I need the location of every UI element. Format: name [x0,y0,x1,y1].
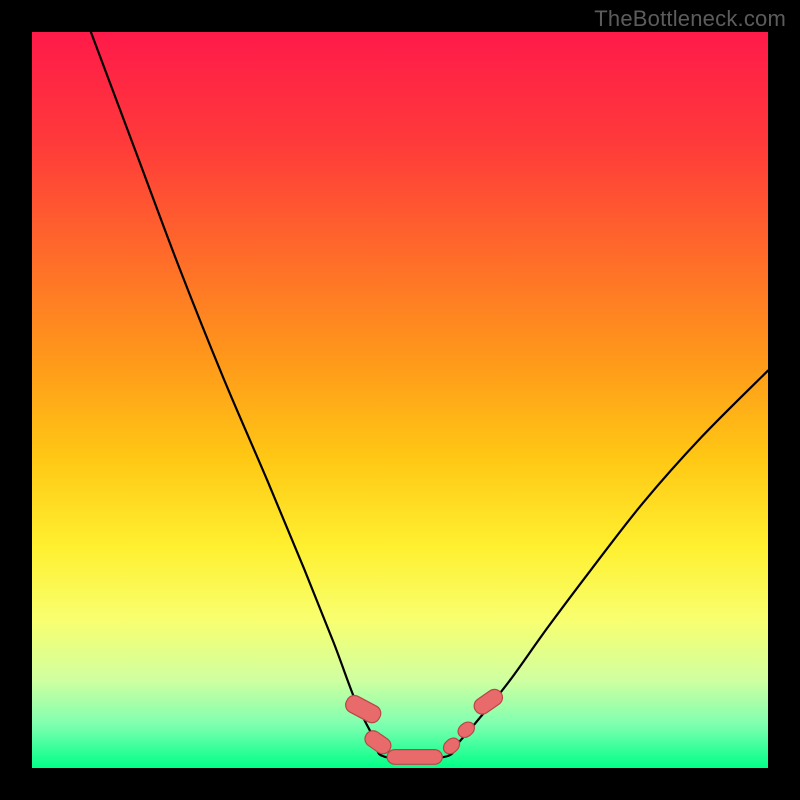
gradient-background [32,32,768,768]
bottleneck-chart [32,32,768,768]
marker-bottom-flat [387,750,442,765]
watermark-text: TheBottleneck.com [594,6,786,32]
plot-area [32,32,768,768]
chart-frame: TheBottleneck.com [0,0,800,800]
